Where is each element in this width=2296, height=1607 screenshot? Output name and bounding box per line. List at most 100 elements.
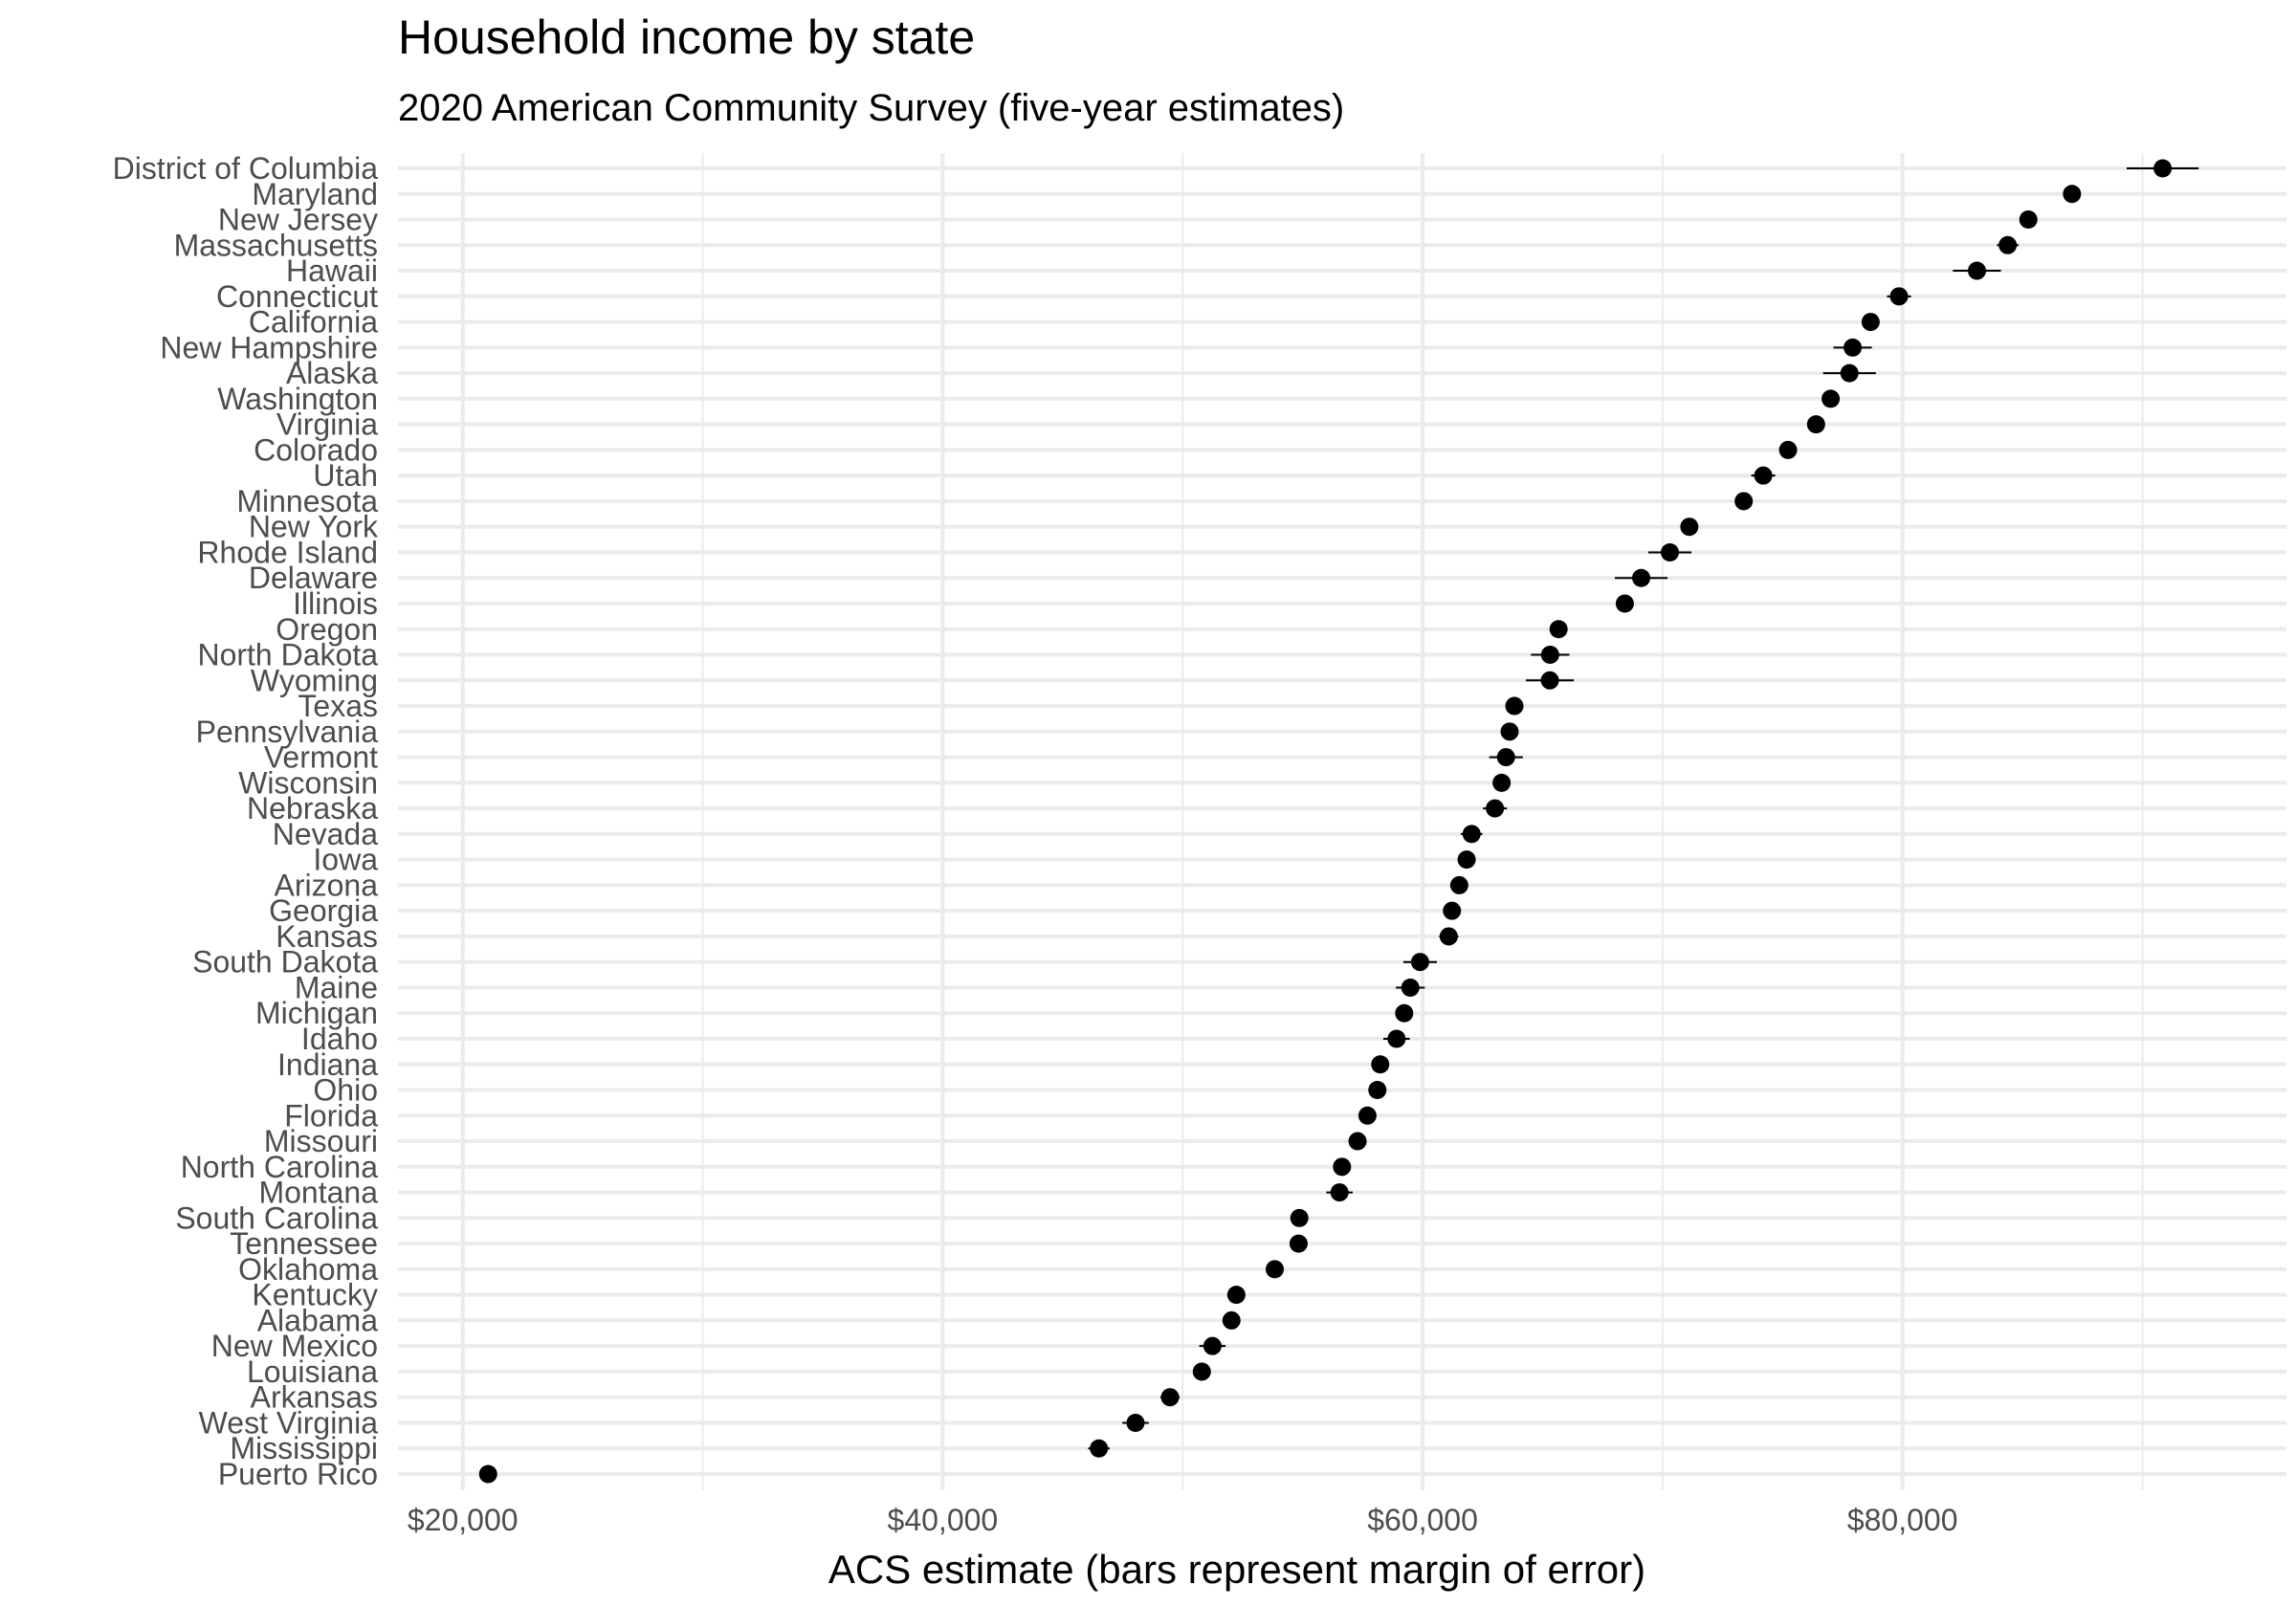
chart-title: Household income by state (398, 11, 975, 64)
y-tick-label: Maryland (252, 177, 378, 211)
y-tick-label: Georgia (269, 893, 378, 928)
data-point (1333, 1157, 1352, 1177)
data-point (1226, 1286, 1246, 1305)
y-tick-label: Pennsylvania (196, 715, 379, 749)
x-tick-label: $20,000 (408, 1503, 519, 1537)
y-tick-label: Illinois (293, 586, 378, 621)
x-tick-label: $60,000 (1367, 1503, 1478, 1537)
data-point (1754, 466, 1773, 485)
data-point (1203, 1336, 1222, 1355)
data-point (1840, 363, 1859, 383)
data-point (1290, 1208, 1309, 1227)
y-tick-label: Utah (313, 458, 378, 493)
x-tick-label: $40,000 (888, 1503, 999, 1537)
y-tick-label: Virginia (276, 407, 378, 442)
data-point (1387, 1029, 1406, 1048)
y-tick-label: Iowa (313, 843, 378, 877)
y-tick-label: District of Columbia (113, 151, 379, 186)
data-point (1778, 440, 1798, 459)
y-tick-label: South Carolina (175, 1200, 378, 1235)
data-point (1160, 1388, 1180, 1407)
y-tick-label: Wyoming (251, 663, 378, 697)
data-marks (478, 159, 2199, 1484)
data-point (1540, 646, 1559, 665)
y-tick-label: Vermont (264, 740, 378, 775)
data-point (2019, 210, 2038, 230)
y-tick-label: Florida (284, 1098, 378, 1133)
data-point (1330, 1183, 1349, 1202)
y-tick-label: Tennessee (230, 1226, 378, 1261)
data-point (1998, 235, 2018, 254)
data-point (1615, 594, 1634, 613)
data-point (1462, 825, 1481, 844)
y-tick-label: Colorado (254, 432, 378, 467)
y-tick-label: Indiana (277, 1047, 378, 1082)
data-point (1192, 1362, 1211, 1381)
data-point (1734, 492, 1754, 511)
data-point (2153, 159, 2173, 178)
y-tick-label: New Hampshire (160, 330, 378, 364)
data-point (1266, 1260, 1285, 1279)
data-point (1540, 671, 1559, 690)
data-point (1371, 1055, 1390, 1074)
data-point (1395, 1003, 1414, 1023)
y-tick-label: South Dakota (192, 945, 378, 980)
data-point (1222, 1310, 1241, 1330)
data-point (1439, 927, 1458, 946)
data-point (1090, 1439, 1109, 1458)
y-tick-label: North Carolina (181, 1150, 379, 1184)
data-point (1632, 568, 1651, 587)
y-tick-label: Arizona (275, 868, 379, 902)
y-tick-label: New Jersey (218, 203, 378, 237)
y-tick-label: Massachusetts (174, 228, 378, 262)
y-tick-label: Alabama (257, 1303, 379, 1337)
data-point (1505, 696, 1524, 715)
y-tick-label: Missouri (264, 1124, 378, 1158)
y-tick-label: Oregon (276, 612, 378, 647)
y-tick-label: New York (249, 510, 379, 544)
data-point (1368, 1081, 1387, 1100)
y-tick-label: Arkansas (251, 1380, 378, 1415)
y-tick-label: West Virginia (199, 1405, 379, 1440)
data-point (478, 1464, 497, 1484)
y-tick-label: Michigan (255, 996, 378, 1030)
data-point (1821, 389, 1841, 408)
x-axis-label: ACS estimate (bars represent margin of e… (828, 1547, 1645, 1592)
y-tick-label: Louisiana (247, 1354, 378, 1389)
y-tick-label: Nebraska (247, 791, 378, 826)
data-point (1449, 875, 1468, 894)
data-point (1401, 978, 1420, 997)
y-tick-label: Washington (217, 382, 378, 416)
data-point (1843, 338, 1863, 357)
data-point (1492, 773, 1512, 792)
y-tick-label: Kentucky (252, 1278, 378, 1312)
chart-subtitle: 2020 American Community Survey (five-yea… (398, 87, 1344, 129)
data-point (1348, 1132, 1367, 1151)
y-tick-label: Kansas (276, 919, 378, 954)
grid-layer (398, 153, 2286, 1490)
y-tick-label: Connecticut (216, 279, 378, 314)
y-tick-label: Texas (298, 689, 378, 723)
y-tick-label: Hawaii (286, 253, 378, 288)
y-tick-label: Puerto Rico (218, 1457, 378, 1491)
data-point (1680, 517, 1699, 537)
x-tick-label: $80,000 (1847, 1503, 1958, 1537)
data-point (1443, 901, 1462, 920)
y-tick-label: Ohio (313, 1073, 378, 1108)
y-tick-label: Wisconsin (238, 765, 378, 800)
y-tick-label: New Mexico (211, 1329, 378, 1363)
data-point (2063, 185, 2082, 204)
data-point (1289, 1234, 1308, 1253)
data-point (1861, 313, 1880, 332)
y-tick-label: Nevada (273, 817, 379, 851)
y-tick-label: California (249, 305, 378, 340)
y-tick-label: Idaho (301, 1022, 378, 1056)
y-tick-label: Delaware (249, 561, 378, 595)
y-tick-label: Mississippi (230, 1431, 378, 1465)
y-tick-label: Montana (258, 1176, 378, 1210)
data-point (1358, 1106, 1377, 1125)
y-tick-label: Oklahoma (238, 1252, 378, 1287)
data-point (1889, 287, 1909, 306)
